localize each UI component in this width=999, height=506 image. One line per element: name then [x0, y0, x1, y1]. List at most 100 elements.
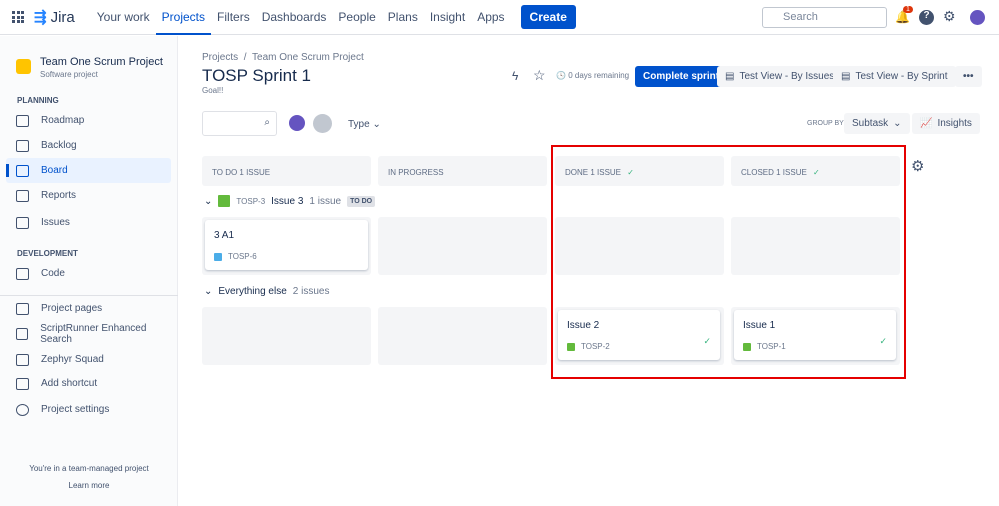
- story-icon: [567, 342, 575, 351]
- jira-logo[interactable]: ⇶ Jira: [34, 8, 75, 27]
- avatar-filter[interactable]: [289, 115, 305, 131]
- group-by-select[interactable]: Subtask ⌄: [844, 113, 910, 134]
- cell: [555, 217, 724, 275]
- learn-more-link[interactable]: Learn more: [68, 481, 110, 490]
- lightning-icon[interactable]: ϟ: [512, 69, 519, 83]
- label: Subtask: [852, 118, 889, 129]
- label: Issues: [41, 217, 70, 228]
- check-icon: ✓: [879, 336, 887, 346]
- gear-icon: [16, 403, 29, 416]
- label: CLOSED 1 ISSUE: [741, 168, 807, 177]
- settings-icon[interactable]: ⚙: [943, 8, 956, 24]
- test-view-issues-button[interactable]: ▤ Test View - By Issues: [717, 66, 843, 87]
- cell: [378, 217, 547, 275]
- insights-icon: 📈: [920, 118, 933, 129]
- highlight-box: [551, 145, 906, 379]
- nav-insight[interactable]: Insight: [429, 9, 466, 24]
- card-key: TOSP-1: [757, 342, 786, 351]
- cell: [378, 307, 547, 365]
- planning-heading: PLANNING: [17, 96, 59, 105]
- notifications-icon[interactable]: 🔔 1: [895, 6, 913, 25]
- type-filter[interactable]: Type ⌄: [348, 119, 381, 130]
- label: Test View - By Issues: [739, 71, 835, 82]
- code-icon: [16, 267, 29, 280]
- unassigned-avatar[interactable]: [313, 114, 332, 133]
- label: DONE 1 ISSUE: [565, 168, 622, 177]
- help-icon[interactable]: ?: [919, 10, 934, 25]
- search-input[interactable]: Search: [762, 7, 887, 28]
- logo-text: Jira: [50, 8, 75, 26]
- issues-icon: [16, 216, 29, 229]
- board-search-input[interactable]: ⌕: [202, 111, 277, 136]
- avatar[interactable]: [970, 10, 985, 25]
- nav-people[interactable]: People: [338, 9, 376, 24]
- issue-title: Issue 3: [271, 195, 304, 207]
- chevron-down-icon: ⌄: [204, 195, 213, 207]
- insights-button[interactable]: 📈 Insights: [912, 113, 980, 134]
- card-subtask[interactable]: 3 A1 TOSP-6: [205, 220, 368, 270]
- create-button[interactable]: Create: [520, 5, 576, 29]
- sidebar-item-zephyr[interactable]: Zephyr Squad: [6, 347, 171, 372]
- clock-icon: 🕓: [556, 71, 566, 80]
- column-todo: TO DO 1 ISSUE: [202, 156, 371, 186]
- label: Reports: [41, 190, 77, 201]
- reports-icon: [16, 189, 29, 202]
- label: Roadmap: [41, 115, 85, 126]
- swimlane-issue-3[interactable]: ⌄ TOSP-3 Issue 3 1 issue TO DO: [204, 195, 376, 207]
- breadcrumb-project[interactable]: Team One Scrum Project: [252, 52, 364, 63]
- nav-dashboards[interactable]: Dashboards: [261, 9, 327, 24]
- top-nav: ⇶ Jira Your work Projects Filters Dashboards…: [0, 0, 999, 35]
- test-view-sprint-button[interactable]: ▤ Test View - By Sprint: [833, 66, 956, 87]
- sidebar-item-add-shortcut[interactable]: Add shortcut: [6, 371, 171, 396]
- label: Board: [41, 165, 68, 176]
- complete-sprint-button[interactable]: Complete sprint: [635, 66, 728, 87]
- card-title: Issue 1: [743, 320, 776, 331]
- sidebar-item-project-settings[interactable]: Project settings: [6, 397, 171, 422]
- sidebar-item-scriptrunner[interactable]: ScriptRunner Enhanced Search: [6, 321, 171, 346]
- column-done: DONE 1 ISSUE ✓: [555, 156, 724, 186]
- column-closed: CLOSED 1 ISSUE ✓: [731, 156, 900, 186]
- nav-apps[interactable]: Apps: [477, 9, 505, 24]
- app-switcher-icon[interactable]: [12, 11, 24, 23]
- star-icon[interactable]: ☆: [533, 67, 546, 83]
- add-shortcut-icon: [16, 377, 29, 390]
- status-badge: TO DO: [347, 195, 376, 207]
- development-heading: DEVELOPMENT: [17, 249, 78, 258]
- nav-filters[interactable]: Filters: [217, 9, 250, 24]
- zephyr-icon: [16, 353, 29, 366]
- sidebar-item-issues[interactable]: Issues: [6, 210, 171, 235]
- swimlane-everything-else[interactable]: ⌄ Everything else 2 issues: [204, 286, 329, 297]
- page-title: TOSP Sprint 1: [202, 66, 311, 85]
- view-icon: ▤: [841, 71, 851, 82]
- label: Type: [348, 119, 370, 130]
- check-icon: ✓: [627, 168, 634, 177]
- backlog-icon: [16, 139, 29, 152]
- project-avatar: [16, 59, 31, 74]
- nav-projects[interactable]: Projects: [155, 0, 212, 35]
- breadcrumb-projects[interactable]: Projects: [202, 52, 239, 63]
- card-issue-2[interactable]: Issue 2 TOSP-2 ✓: [558, 310, 720, 360]
- sidebar-item-board[interactable]: Board: [6, 158, 171, 183]
- group-by-label: GROUP BY: [807, 120, 844, 127]
- sidebar-item-reports[interactable]: Reports: [6, 183, 171, 208]
- sidebar-item-backlog[interactable]: Backlog: [6, 133, 171, 158]
- more-button[interactable]: •••: [955, 66, 982, 87]
- sidebar-item-roadmap[interactable]: Roadmap: [6, 108, 171, 133]
- card-issue-1[interactable]: Issue 1 TOSP-1 ✓: [734, 310, 896, 360]
- board-settings-icon[interactable]: ⚙: [911, 158, 925, 175]
- label: Insights: [937, 118, 972, 129]
- issue-count: 2 issues: [292, 286, 330, 297]
- issue-count: 1 issue: [309, 195, 342, 207]
- swimlane-title: Everything else: [218, 286, 287, 297]
- check-icon: ✓: [813, 168, 820, 177]
- sidebar-item-project-pages[interactable]: Project pages: [6, 296, 171, 321]
- sidebar-item-code[interactable]: Code: [6, 261, 171, 286]
- nav-your-work[interactable]: Your work: [96, 9, 150, 24]
- nav-plans[interactable]: Plans: [387, 9, 418, 24]
- label: Add shortcut: [41, 378, 98, 389]
- view-icon: ▤: [725, 71, 735, 82]
- team-managed-text: You're in a team-managed project: [29, 464, 149, 473]
- story-icon: [743, 342, 751, 351]
- breadcrumb: Projects / Team One Scrum Project: [202, 52, 364, 63]
- project-type: Software project: [40, 70, 98, 79]
